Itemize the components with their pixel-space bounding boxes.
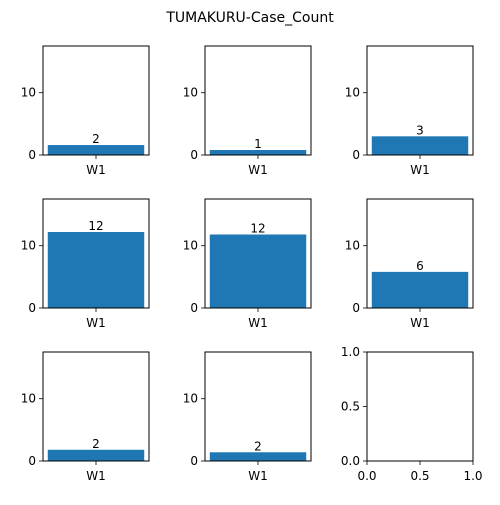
bar-value-label: 1 [254, 137, 262, 151]
subplot-2: 1 W1 0 10 [183, 45, 312, 177]
subplot-3: 3 W1 0 10 [345, 45, 474, 177]
x-tick-label: W1 [86, 163, 106, 177]
bar [47, 449, 145, 461]
x-tick-label: W1 [86, 469, 106, 483]
y-tick-label: 0 [352, 301, 360, 315]
bar-value-label: 2 [92, 437, 100, 451]
x-tick-label: W1 [248, 163, 268, 177]
x-tick-label: W1 [410, 163, 430, 177]
y-tick-label: 0.0 [341, 454, 360, 468]
y-tick-label: 0 [190, 148, 198, 162]
y-tick-label: 10 [183, 239, 198, 253]
axes-frame [366, 351, 474, 462]
figure-title: TUMAKURU-Case_Count [165, 10, 334, 26]
subplot-6: 6 W1 0 10 [345, 198, 474, 330]
x-tick-label: W1 [248, 469, 268, 483]
y-tick-label: 0 [352, 148, 360, 162]
y-tick-label: 10 [183, 86, 198, 100]
y-tick-label: 0 [190, 301, 198, 315]
y-tick-label: 1.0 [341, 345, 360, 359]
axes-frame [366, 45, 474, 156]
bar-value-label: 6 [416, 259, 424, 273]
bar [209, 452, 307, 461]
subplot-4: 12 W1 0 10 [21, 198, 150, 330]
x-tick-label: W1 [86, 316, 106, 330]
y-tick-label: 10 [21, 86, 36, 100]
y-tick-label: 10 [21, 392, 36, 406]
bar [209, 234, 307, 308]
bar [47, 232, 145, 308]
bar-value-label: 12 [88, 219, 103, 233]
y-tick-label: 10 [345, 239, 360, 253]
axes-frame [204, 351, 312, 462]
subplot-7: 2 W1 0 10 [21, 351, 150, 483]
bar [371, 136, 469, 155]
axes-frame [204, 45, 312, 156]
bar-value-label: 3 [416, 123, 424, 137]
y-tick-label: 0 [190, 454, 198, 468]
y-tick-label: 0 [28, 301, 36, 315]
x-tick-label: 1.0 [463, 469, 482, 483]
bar [47, 145, 145, 155]
axes-frame [42, 45, 150, 156]
subplot-5: 12 W1 0 10 [183, 198, 312, 330]
axes-frame [42, 351, 150, 462]
axes-frame [204, 198, 312, 309]
axes-frame [42, 198, 150, 309]
bar [371, 271, 469, 308]
y-tick-label: 10 [183, 392, 198, 406]
subplot-9: 0.0 0.5 1.0 0.0 0.5 1.0 [341, 345, 483, 483]
x-tick-label: W1 [248, 316, 268, 330]
x-tick-label: W1 [410, 316, 430, 330]
subplot-1: 2 W1 0 10 [21, 45, 150, 177]
bar-value-label: 12 [250, 222, 265, 236]
bar-value-label: 2 [92, 132, 100, 146]
y-tick-label: 0 [28, 148, 36, 162]
bar [209, 150, 307, 155]
bar-value-label: 2 [254, 439, 262, 453]
x-tick-label: 0.0 [357, 469, 376, 483]
y-tick-label: 10 [345, 86, 360, 100]
subplot-8: 2 W1 0 10 [183, 351, 312, 483]
y-tick-label: 0.5 [341, 400, 360, 414]
y-tick-label: 0 [28, 454, 36, 468]
y-tick-label: 10 [21, 239, 36, 253]
x-tick-label: 0.5 [410, 469, 429, 483]
axes-frame [366, 198, 474, 309]
